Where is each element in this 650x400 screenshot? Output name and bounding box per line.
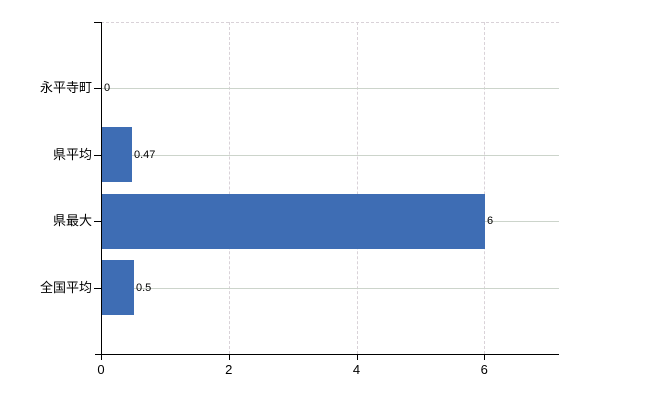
y-axis-tick — [94, 154, 101, 156]
bar-value-label: 0 — [104, 82, 111, 95]
plot-top-border — [101, 22, 559, 23]
category-label: 県最大 — [52, 213, 92, 229]
x-axis-tick — [484, 354, 486, 360]
y-axis-tick — [94, 221, 101, 223]
bar — [102, 260, 134, 316]
bar-value-label: 0.47 — [134, 148, 156, 161]
h-gridline — [102, 88, 559, 90]
bar-value-label: 0.5 — [136, 281, 152, 294]
x-tick-label: 4 — [352, 362, 361, 377]
y-axis — [101, 22, 102, 355]
x-tick-label: 0 — [97, 362, 105, 377]
x-axis — [95, 354, 559, 355]
v-gridline — [228, 22, 230, 354]
bar-value-label: 6 — [487, 215, 494, 228]
h-gridline — [102, 154, 559, 156]
category-label: 全国平均 — [39, 279, 92, 295]
h-gridline — [102, 287, 559, 289]
y-axis-top-tick — [94, 22, 101, 23]
x-tick-label: 2 — [225, 362, 233, 377]
v-gridline — [484, 22, 486, 354]
category-label: 永平寺町 — [39, 80, 92, 96]
bar — [102, 127, 132, 183]
bar — [102, 193, 485, 249]
y-axis-tick — [94, 287, 101, 289]
x-axis-tick — [228, 354, 230, 360]
x-tick-label: 6 — [480, 362, 488, 377]
x-axis-tick — [356, 354, 358, 360]
y-axis-tick — [94, 88, 101, 90]
v-gridline — [356, 22, 358, 354]
x-axis-tick — [101, 354, 102, 360]
category-label: 県平均 — [52, 146, 92, 162]
